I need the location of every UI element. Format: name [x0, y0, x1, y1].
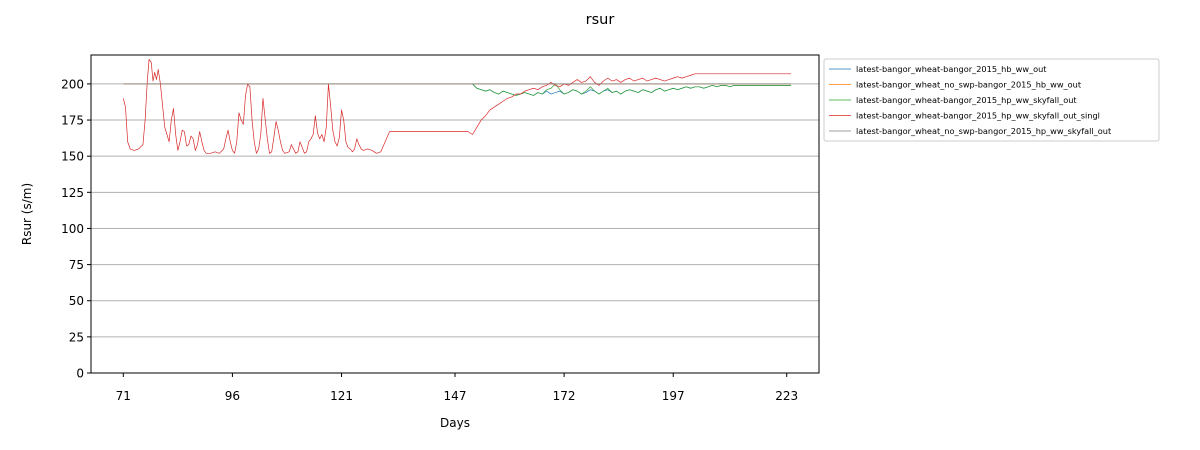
- legend-label-4: latest-bangor_wheat-bangor_2015_hp_ww_sk…: [856, 111, 1100, 121]
- legend-label-1: latest-bangor_wheat-bangor_2015_hb_ww_ou…: [856, 64, 1047, 74]
- x-axis: 71 96 121 147 172 197 223: [116, 373, 798, 403]
- y-tick-label: 200: [61, 77, 84, 91]
- x-tick-label: 71: [116, 389, 131, 403]
- chart-title: rsur: [586, 12, 615, 28]
- legend-label-2: latest-bangor_wheat_no_swp-bangor_2015_h…: [856, 80, 1082, 90]
- plot-frame: [90, 54, 820, 374]
- y-tick-label: 125: [61, 186, 84, 200]
- y-tick-label: 175: [61, 114, 84, 128]
- series-line-4: [122, 58, 792, 154]
- x-tick-label: 172: [553, 389, 576, 403]
- legend-label-5: latest-bangor_wheat_no_swp-bangor_2015_h…: [856, 126, 1112, 136]
- x-axis-title: Days: [440, 416, 470, 430]
- x-tick-label: 96: [225, 389, 240, 403]
- y-tick-label: 50: [69, 294, 84, 308]
- legend: latest-bangor_wheat-bangor_2015_hb_ww_ou…: [823, 58, 1160, 142]
- x-tick-label: 223: [775, 389, 798, 403]
- y-tick-label: 100: [61, 222, 84, 236]
- x-tick-label: 197: [662, 389, 685, 403]
- gridlines: [91, 83, 819, 338]
- series-layer: [122, 58, 792, 154]
- y-tick-label: 75: [69, 258, 84, 272]
- x-tick-label: 147: [444, 389, 467, 403]
- y-axis-title: Rsur (s/m): [20, 183, 34, 245]
- legend-box: [823, 58, 1160, 142]
- y-tick-label: 150: [61, 150, 84, 164]
- y-tick-label: 0: [76, 367, 84, 381]
- y-axis: 0 25 50 75 100 125 150 175 200: [61, 77, 91, 381]
- y-tick-label: 25: [69, 330, 84, 344]
- legend-label-3: latest-bangor_wheat-bangor_2015_hp_ww_sk…: [856, 95, 1077, 105]
- x-tick-label: 121: [330, 389, 353, 403]
